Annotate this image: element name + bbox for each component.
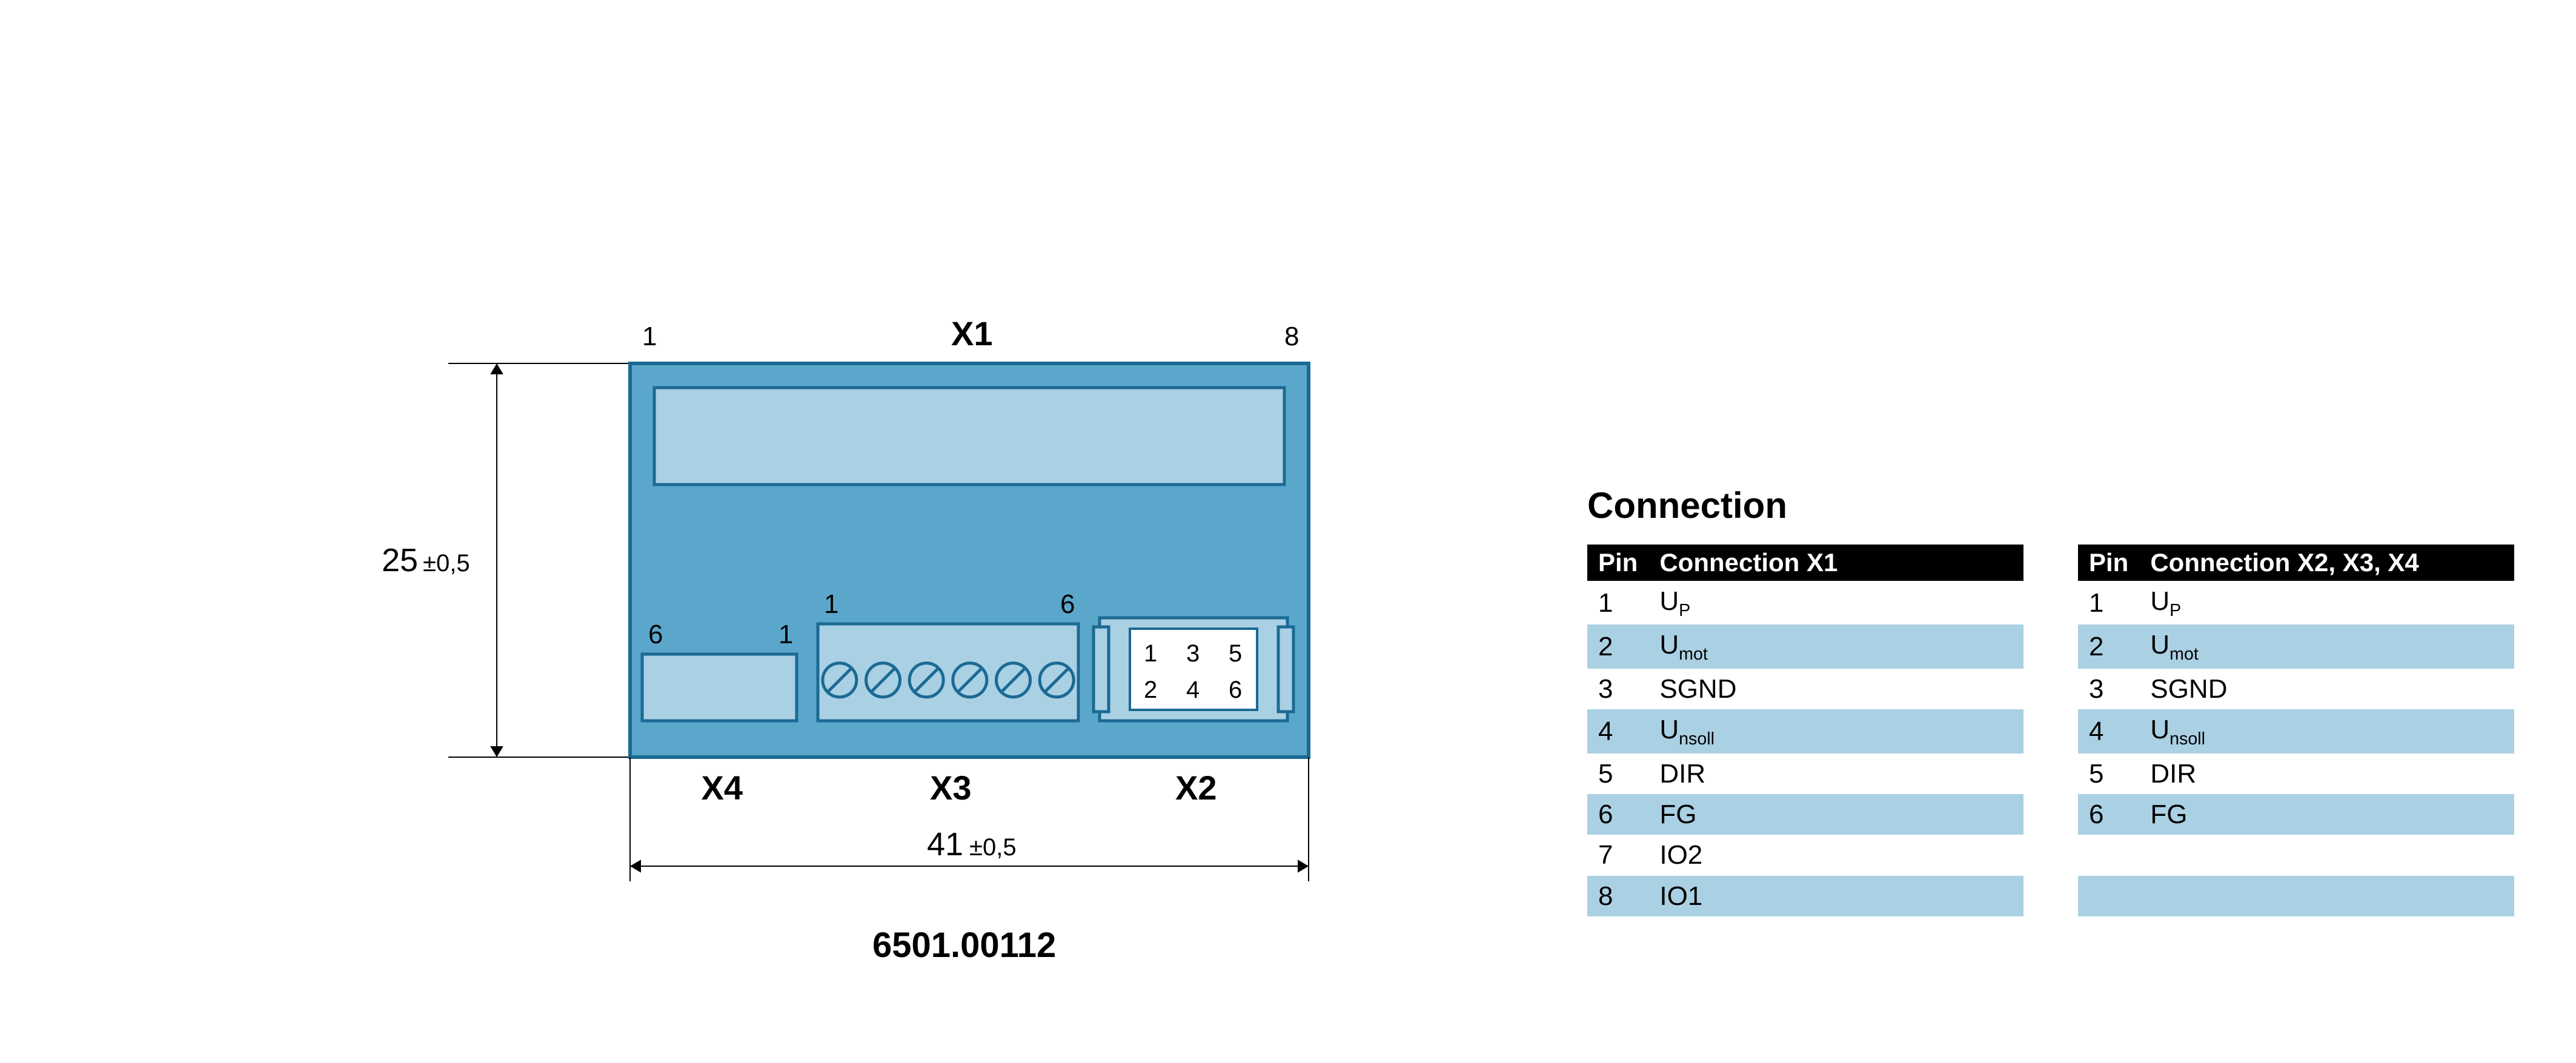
x2-pin-num: 2 xyxy=(1144,677,1157,703)
pin-number: 2 xyxy=(1587,624,1648,668)
table-row: 2Umot xyxy=(1587,624,2023,668)
x2-pin-num: 4 xyxy=(1186,677,1200,703)
pin-number: 5 xyxy=(2078,753,2139,794)
pin-number: 2 xyxy=(2078,624,2139,668)
pin-signal: UP xyxy=(1648,581,2023,624)
table-header: Connection X2, X3, X4 xyxy=(2139,545,2514,581)
x4-connector xyxy=(642,654,797,721)
x4-pin6: 6 xyxy=(648,620,663,649)
pin-number: 5 xyxy=(1587,753,1648,794)
x3-connector xyxy=(818,624,1078,721)
table-header: Connection X1 xyxy=(1648,545,2023,581)
table-row: 1UP xyxy=(1587,581,2023,624)
pin-number: 8 xyxy=(1587,876,1648,916)
pin-signal: Unsoll xyxy=(2139,709,2514,753)
pin-signal: IO1 xyxy=(1648,876,2023,916)
x3-pin1: 1 xyxy=(824,589,838,619)
pin-number: 4 xyxy=(1587,709,1648,753)
table-row: 2Umot xyxy=(2078,624,2514,668)
table-row: 4Unsoll xyxy=(1587,709,2023,753)
table-row: 1UP xyxy=(2078,581,2514,624)
dim-height-value: 25 xyxy=(382,542,418,578)
table-row: 5DIR xyxy=(1587,753,2023,794)
dim-width-value: 41 xyxy=(927,826,963,863)
table-row: 3SGND xyxy=(2078,669,2514,709)
pin-signal: SGND xyxy=(2139,669,2514,709)
x3-label: X3 xyxy=(930,769,972,807)
pin-signal: UP xyxy=(2139,581,2514,624)
table-row: 6FG xyxy=(1587,794,2023,835)
pin-signal: Umot xyxy=(1648,624,2023,668)
pin-signal: FG xyxy=(1648,794,2023,835)
pin-number: 7 xyxy=(1587,835,1648,875)
pin-signal: FG xyxy=(2139,794,2514,835)
pin-signal: Umot xyxy=(2139,624,2514,668)
pin-number: 4 xyxy=(2078,709,2139,753)
table-row: 6FG xyxy=(2078,794,2514,835)
x1-connector xyxy=(654,388,1284,485)
table-row: 7IO2 xyxy=(1587,835,2023,875)
table-row: 5DIR xyxy=(2078,753,2514,794)
pin-number: 1 xyxy=(1587,581,1648,624)
table-row-empty xyxy=(2078,835,2514,875)
pin-signal: Unsoll xyxy=(1648,709,2023,753)
table-header: Pin xyxy=(1587,545,1648,581)
x3-pin6: 6 xyxy=(1060,589,1075,619)
pin-signal: DIR xyxy=(2139,753,2514,794)
pin-number: 3 xyxy=(2078,669,2139,709)
pin-number: 6 xyxy=(1587,794,1648,835)
connection-section: Connection PinConnection X11UP2Umot3SGND… xyxy=(1587,485,2514,916)
x4-label: X4 xyxy=(702,769,743,807)
x4-pin1: 1 xyxy=(778,620,793,649)
technical-drawing: 25±0,518X16116135246X4X3X241±0,56501.001… xyxy=(376,273,1527,1063)
pin-signal: IO2 xyxy=(1648,835,2023,875)
connection-tables-row: PinConnection X11UP2Umot3SGND4Unsoll5DIR… xyxy=(1587,545,2514,916)
connection-table-x1: PinConnection X11UP2Umot3SGND4Unsoll5DIR… xyxy=(1587,545,2023,916)
x1-pin8-label: 8 xyxy=(1284,322,1299,351)
x2-pin-num: 5 xyxy=(1229,640,1242,667)
table-row: 8IO1 xyxy=(1587,876,2023,916)
x2-pin-num: 3 xyxy=(1186,640,1200,667)
connection-title: Connection xyxy=(1587,485,2514,526)
table-row-empty xyxy=(2078,876,2514,916)
dim-width-tol: ±0,5 xyxy=(969,834,1017,861)
x1-pin1-label: 1 xyxy=(642,322,657,351)
pin-number: 6 xyxy=(2078,794,2139,835)
table-header: Pin xyxy=(2078,545,2139,581)
connection-table-x234: PinConnection X2, X3, X41UP2Umot3SGND4Un… xyxy=(2078,545,2514,916)
x2-pin-num: 6 xyxy=(1229,677,1242,703)
x2-pin-num: 1 xyxy=(1144,640,1157,667)
part-number: 6501.00112 xyxy=(872,926,1056,965)
drawing-svg: 25±0,518X16116135246X4X3X241±0,56501.001… xyxy=(376,273,1527,1060)
table-row: 3SGND xyxy=(1587,669,2023,709)
pin-number: 1 xyxy=(2078,581,2139,624)
pin-number: 3 xyxy=(1587,669,1648,709)
pin-signal: SGND xyxy=(1648,669,2023,709)
x2-label: X2 xyxy=(1175,769,1217,807)
x1-label: X1 xyxy=(951,314,993,353)
dim-height-tol: ±0,5 xyxy=(423,550,470,577)
pin-signal: DIR xyxy=(1648,753,2023,794)
table-row: 4Unsoll xyxy=(2078,709,2514,753)
